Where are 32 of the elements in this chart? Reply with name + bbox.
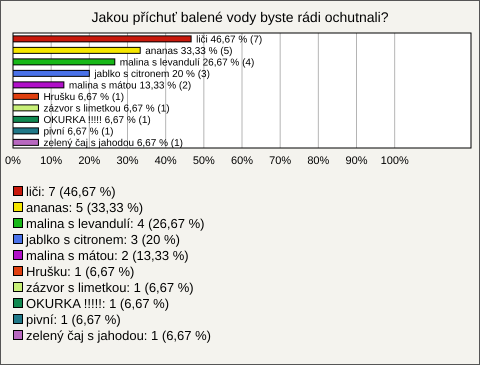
text: OKURKA !!!!!: 1 (6,67 %) — [26, 296, 170, 310]
x-tick-label: 10% — [40, 154, 62, 167]
data-label: zázvor s limetkou 6,67 % (1) — [43, 103, 170, 114]
text: malina s levandulí: 4 (26,67 %) — [26, 216, 204, 230]
x-tick-label: 70% — [269, 154, 292, 167]
text: Hrušku: 1 (6,67 %) — [26, 264, 134, 278]
data-label: OKURKA !!!!! 6,67 % (1) — [43, 114, 151, 126]
data-label: malina s mátou 13,33 % (2) — [68, 80, 192, 92]
x-tick-label: 100% — [380, 154, 409, 167]
chart-title: Jakou příchuť balené vody byste rádi ochutnali? — [90, 9, 390, 27]
text: jablko s citronem: 3 (20 %) — [26, 232, 180, 246]
text: malina s mátou: 2 (13,33 %) — [26, 248, 189, 262]
data-label: malina s levandulí 26,67 % (4) — [120, 57, 254, 68]
x-tick-label: 90% — [345, 154, 368, 167]
text: ananas: 5 (33,33 %) — [26, 200, 144, 214]
data-label: Hrušku 6,67 % (1) — [43, 92, 124, 103]
text: liči: 7 (46,67 %) — [26, 184, 116, 198]
data-label: pivní 6,67 % (1) — [43, 126, 114, 138]
data-label: jablko s citronem 20 % (3) — [93, 68, 210, 80]
data-label: ananas 33,33 % (5) — [145, 46, 232, 57]
data-label: liči 46,67 % (7) — [196, 34, 262, 46]
x-tick-label: 80% — [307, 154, 330, 167]
x-tick-label: 30% — [116, 154, 139, 167]
text: zelený čaj s jahodou: 1 (6,67 %) — [26, 328, 211, 342]
data-label: zelený čaj s jahodou 6,67 % (1) — [43, 138, 183, 149]
x-tick-label: 60% — [230, 154, 254, 167]
x-tick-label: 40% — [154, 154, 177, 167]
x-tick-label: 20% — [78, 154, 101, 167]
text: pivní: 1 (6,67 %) — [26, 312, 121, 326]
x-tick-label: 0% — [5, 154, 22, 167]
x-tick-label: 50% — [192, 154, 216, 167]
text: zázvor s limetkou: 1 (6,67 %) — [26, 280, 194, 294]
